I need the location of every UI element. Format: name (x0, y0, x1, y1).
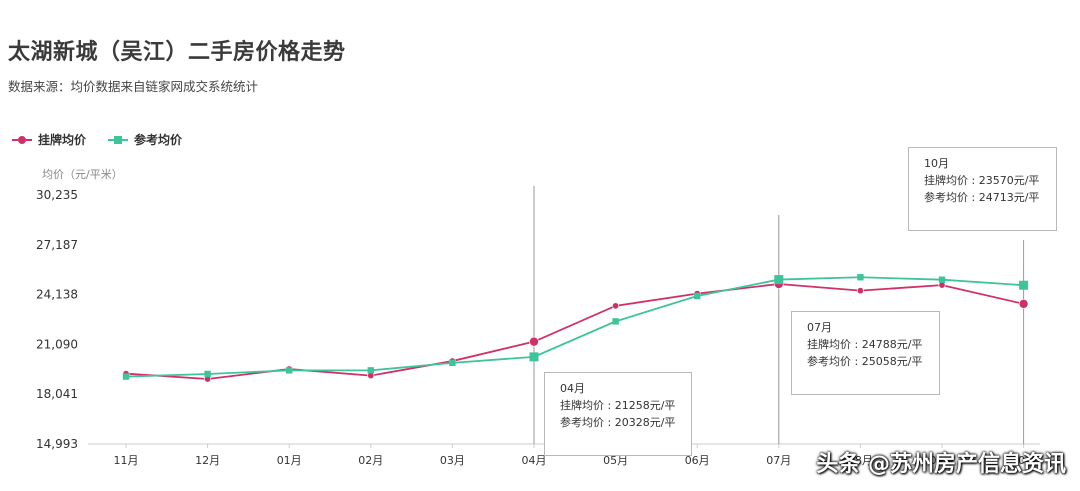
x-tick-label: 04月 (522, 454, 547, 467)
chart-title: 太湖新城（吴江）二手房价格走势 (8, 40, 346, 65)
data-point-reference (286, 367, 293, 374)
y-axis-label: 均价（元/平米） (42, 168, 123, 181)
tooltip-04-reference: 参考均价 : 20328元/平 (560, 416, 676, 429)
x-tick-label: 12月 (195, 454, 220, 467)
data-point-reference (529, 352, 539, 362)
tooltip-07-listing: 挂牌均价 : 24788元/平 (807, 338, 923, 351)
x-tick-label: 10月 (1011, 454, 1036, 467)
legend-swatch-listing (12, 134, 32, 146)
x-tick-label: 02月 (358, 454, 383, 467)
y-tick-label: 21,090 (36, 337, 78, 351)
legend-label-reference: 参考均价 (134, 133, 183, 147)
x-tick-label: 11月 (114, 454, 139, 467)
data-point-listing (612, 302, 620, 310)
data-point-reference (938, 276, 946, 283)
tooltip-10-reference: 参考均价 : 24713元/平 (924, 191, 1040, 204)
tooltip-10: 10月 挂牌均价 : 23570元/平 参考均价 : 24713元/平 (908, 147, 1057, 231)
data-point-reference (1019, 280, 1029, 290)
data-point-reference (774, 275, 784, 285)
tooltip-10-month: 10月 (924, 157, 949, 170)
legend-swatch-reference (108, 134, 129, 146)
series-line-reference (125, 276, 1024, 378)
x-tick-label: 06月 (685, 454, 710, 467)
y-tick-label: 27,187 (36, 238, 78, 252)
x-tick-label: 03月 (440, 454, 465, 467)
y-tick-label: 24,138 (36, 288, 78, 302)
data-point-listing (856, 287, 864, 295)
x-tick-label: 09月 (930, 454, 955, 467)
tooltip-10-listing: 挂牌均价 : 23570元/平 (924, 174, 1040, 187)
legend: 挂牌均价 参考均价 (12, 131, 182, 148)
x-tick-label: 01月 (277, 454, 302, 467)
data-point-reference (204, 370, 211, 378)
data-point-reference (449, 359, 456, 367)
data-point-reference (122, 373, 130, 380)
data-point-reference (857, 274, 864, 281)
tooltip-04-listing: 挂牌均价 : 21258元/平 (560, 399, 676, 412)
data-point-reference (367, 367, 374, 374)
tooltip-07-month: 07月 (807, 321, 832, 334)
data-point-reference (612, 318, 619, 325)
data-point-reference (694, 292, 701, 300)
data-point-listing (1018, 299, 1029, 309)
legend-item-listing[interactable]: 挂牌均价 (12, 131, 86, 148)
tooltip-04: 04月 挂牌均价 : 21258元/平 参考均价 : 20328元/平 (544, 372, 692, 456)
data-source-note: 数据来源：均价数据来自链家网成交系统统计 (8, 79, 259, 94)
watermark: 头条 @苏州房产信息资讯 (816, 452, 1066, 477)
data-point-listing (529, 336, 539, 347)
tooltip-07: 07月 挂牌均价 : 24788元/平 参考均价 : 25058元/平 (791, 311, 940, 395)
y-tick-label: 14,993 (36, 437, 78, 451)
tooltip-07-reference: 参考均价 : 25058元/平 (807, 355, 923, 368)
legend-item-reference[interactable]: 参考均价 (108, 131, 182, 148)
legend-label-listing: 挂牌均价 (38, 133, 87, 147)
y-tick-label: 18,041 (36, 387, 78, 401)
x-tick-label: 08月 (848, 454, 873, 467)
tooltip-04-month: 04月 (560, 382, 585, 395)
x-tick-label: 05月 (603, 454, 628, 467)
x-tick-label: 07月 (766, 454, 791, 467)
y-tick-label: 30,235 (36, 188, 78, 202)
